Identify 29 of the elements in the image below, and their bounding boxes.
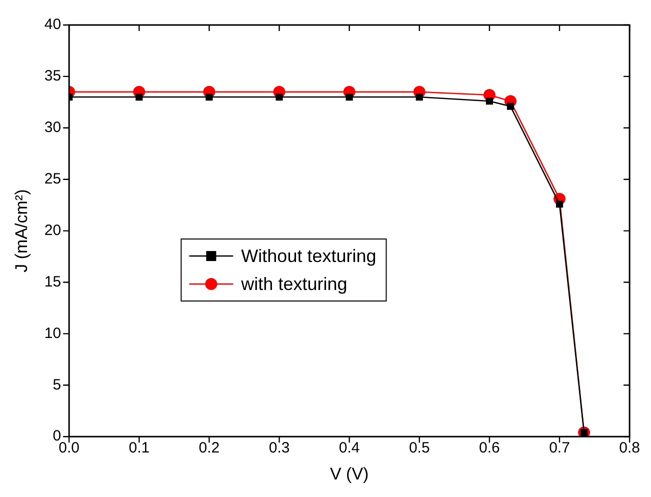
x-tick-label: 0.8 xyxy=(619,440,640,457)
x-tick-label: 0.5 xyxy=(408,440,430,457)
y-tick-label: 10 xyxy=(44,324,62,342)
point xyxy=(276,93,283,101)
y-tick-label: 35 xyxy=(44,68,62,85)
y-tick-label: 40 xyxy=(44,16,62,34)
x-axis-title: V (V) xyxy=(330,464,369,484)
point xyxy=(136,93,143,101)
legend-label: Without texturing xyxy=(241,246,376,266)
x-tick-label: 0.1 xyxy=(128,440,150,457)
x-tick-label: 0.0 xyxy=(58,440,80,457)
y-tick-label: 20 xyxy=(44,222,62,239)
y-tick-label: 5 xyxy=(52,376,62,394)
y-axis-title: J (mA/cm²) xyxy=(12,189,31,272)
x-tick-label: 0.3 xyxy=(268,440,290,457)
point xyxy=(486,98,493,105)
x-tick-label: 0.2 xyxy=(198,440,220,457)
x-tick-label: 0.6 xyxy=(479,440,500,457)
point xyxy=(506,102,514,110)
point xyxy=(346,93,353,101)
point xyxy=(416,93,423,101)
point xyxy=(206,93,213,101)
point xyxy=(556,200,564,208)
y-tick-label: 25 xyxy=(44,170,62,188)
x-tick-label: 0.4 xyxy=(338,440,360,457)
y-tick-label: 15 xyxy=(44,273,62,290)
y-tick-label: 30 xyxy=(44,119,62,136)
x-tick-label: 0.7 xyxy=(549,440,570,457)
legend-label: with texturing xyxy=(240,274,348,294)
